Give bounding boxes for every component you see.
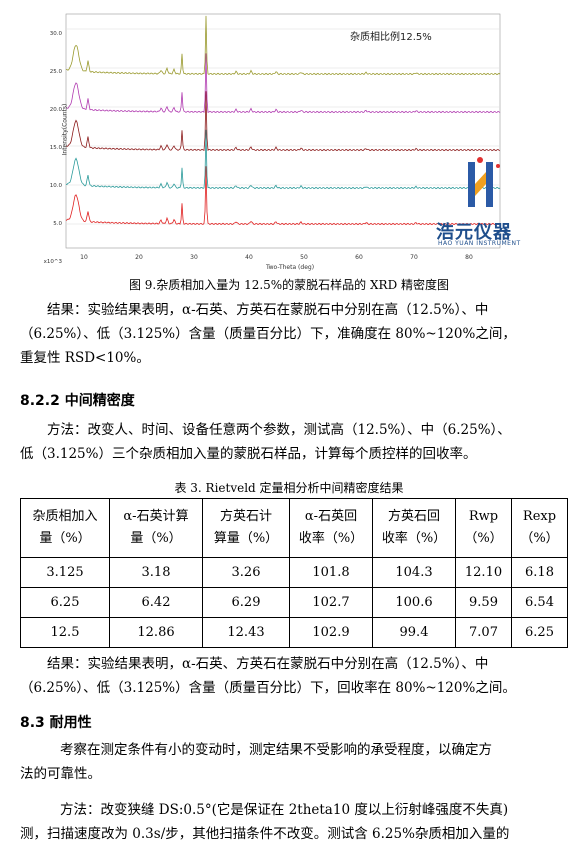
table-cell: 102.7 <box>289 587 373 618</box>
table-row: 6.25 6.42 6.29 102.7 100.6 9.59 6.54 <box>20 587 568 618</box>
text-line: （6.25%）、低（3.125%）含量（质量百分比）下，回收率在 80%~120… <box>20 680 516 696</box>
haoyuan-logo-icon <box>468 157 500 207</box>
logo-text-cn: 浩元仪器 <box>436 222 512 243</box>
header-cell: α-石英计算 量（%） <box>109 498 203 558</box>
table-row: 12.5 12.86 12.43 102.9 99.4 7.07 6.25 <box>20 617 568 648</box>
table-cell: 99.4 <box>372 617 456 648</box>
logo-text-en: HAO YUAN INSTRUMENT <box>438 240 521 247</box>
precision-table: 杂质相加入 量（%） α-石英计算 量（%） 方英石计 算量（%） α-石英回 收率（%… <box>20 498 568 648</box>
text-line: 结果：实验结果表明，α-石英、方英石在蒙脱石中分别在高（12.5%）、中 <box>47 656 489 672</box>
xrd-plot <box>65 13 501 249</box>
table-cell: 100.6 <box>372 587 456 618</box>
inset-label: 杂质相比例12.5% <box>350 32 432 43</box>
text-line: 低（3.125%）三个杂质相加入量的蒙脱石样品，计算每个质控样的回收率。 <box>20 446 477 462</box>
table-row: 3.125 3.18 3.26 101.8 104.3 12.10 6.18 <box>20 557 568 588</box>
table-cell: 6.29 <box>202 587 290 618</box>
x-tick-label: 60 <box>355 254 363 261</box>
table-cell: 3.18 <box>109 557 203 588</box>
header-cell: 方英石计 算量（%） <box>202 498 290 558</box>
text-line: 方法：改变狭缝 DS:0.5°(它是保证在 2theta10 度以上衍射峰强度不… <box>60 802 509 818</box>
method-paragraph-2: 方法：改变狭缝 DS:0.5°(它是保证在 2theta10 度以上衍射峰强度不… <box>20 798 560 846</box>
table-cell: 6.18 <box>511 557 568 588</box>
xrd-series-line <box>65 15 501 76</box>
table-caption: 表 3. Rietveld 定量相分析中间精密度结果 <box>174 481 404 495</box>
table-cell: 12.43 <box>202 617 290 648</box>
table-header-row: 杂质相加入 量（%） α-石英计算 量（%） 方英石计 算量（%） α-石英回 收率（%… <box>20 498 568 558</box>
x-tick-label: 10 <box>80 254 88 261</box>
y-tick-label: 25.0 <box>49 69 62 75</box>
table-cell: 104.3 <box>372 557 456 588</box>
method-paragraph-1: 方法：改变人、时间、设备任意两个参数，测试高（12.5%）、中（6.25%）、 … <box>20 418 560 466</box>
table-cell: 12.10 <box>455 557 512 588</box>
x-axis-title: Two-Theta (deg) <box>265 264 315 271</box>
table-cell: 12.5 <box>20 617 110 648</box>
result-paragraph-1: 结果：实验结果表明，α-石英、方英石在蒙脱石中分别在高（12.5%）、中 （6.… <box>20 298 560 370</box>
y-axis-title: Intensity(Counts) <box>61 103 69 156</box>
table-cell: 9.59 <box>455 587 512 618</box>
table-cell: 6.25 <box>20 587 110 618</box>
y-tick-label: 5.0 <box>53 221 62 227</box>
text-line: 方法：改变人、时间、设备任意两个参数，测试高（12.5%）、中（6.25%）、 <box>47 422 511 438</box>
table-cell: 6.25 <box>511 617 568 648</box>
header-cell: Rwp （%） <box>455 498 512 558</box>
y-tick-label: 10.0 <box>49 183 62 189</box>
table-cell: 7.07 <box>455 617 512 648</box>
x-tick-label: 40 <box>245 254 253 261</box>
xrd-series-line <box>65 91 501 152</box>
y-tick-label: x10^3 <box>43 259 62 265</box>
section-heading-822: 8.2.2 中间精密度 <box>20 393 135 409</box>
text-line: 测，扫描速度改为 0.3s/步，其他扫描条件不改变。测试含 6.25%杂质相加入… <box>20 826 510 842</box>
y-tick-label: 15.0 <box>49 145 62 151</box>
header-cell: 杂质相加入 量（%） <box>20 498 110 558</box>
header-cell: Rexp （%） <box>511 498 568 558</box>
xrd-figure: Intensity(Counts) 30.0 25.0 20.0 15.0 10.0 5.… <box>44 6 530 271</box>
y-tick-label: 30.0 <box>49 31 62 37</box>
x-tick-label: 50 <box>300 254 308 261</box>
table-cell: 3.125 <box>20 557 110 588</box>
section-heading-83: 8.3 耐用性 <box>20 715 92 731</box>
header-cell: α-石英回 收率（%） <box>289 498 373 558</box>
text-line: 法的可靠性。 <box>20 766 101 782</box>
xrd-series-line <box>65 129 501 190</box>
x-tick-label: 80 <box>465 254 473 261</box>
x-tick-label: 30 <box>190 254 198 261</box>
xrd-series-line <box>65 53 501 114</box>
plot-frame <box>65 13 501 249</box>
header-cell: 方英石回 收率（%） <box>372 498 456 558</box>
text-line: 考察在测定条件有小的变动时，测定结果不受影响的承受程度，以确定方 <box>60 742 492 758</box>
text-line: 重复性 RSD<10%。 <box>20 350 150 366</box>
robustness-paragraph: 考察在测定条件有小的变动时，测定结果不受影响的承受程度，以确定方 法的可靠性。 <box>20 738 560 786</box>
x-tick-label: 70 <box>410 254 418 261</box>
text-line: （6.25%）、低（3.125%）含量（质量百分比）下，准确度在 80%~120… <box>20 326 516 342</box>
table-cell: 12.86 <box>109 617 203 648</box>
text-line: 结果：实验结果表明，α-石英、方英石在蒙脱石中分别在高（12.5%）、中 <box>47 302 489 318</box>
xrd-series-line <box>65 166 501 226</box>
result-paragraph-2: 结果：实验结果表明，α-石英、方英石在蒙脱石中分别在高（12.5%）、中 （6.… <box>20 652 560 700</box>
table-cell: 3.26 <box>202 557 290 588</box>
table-cell: 6.54 <box>511 587 568 618</box>
figure-caption: 图 9.杂质相加入量为 12.5%的蒙脱石样品的 XRD 精密度图 <box>128 278 450 292</box>
table-cell: 101.8 <box>289 557 373 588</box>
x-tick-label: 20 <box>135 254 143 261</box>
table-cell: 102.9 <box>289 617 373 648</box>
table-cell: 6.42 <box>109 587 203 618</box>
y-tick-label: 20.0 <box>49 107 62 113</box>
